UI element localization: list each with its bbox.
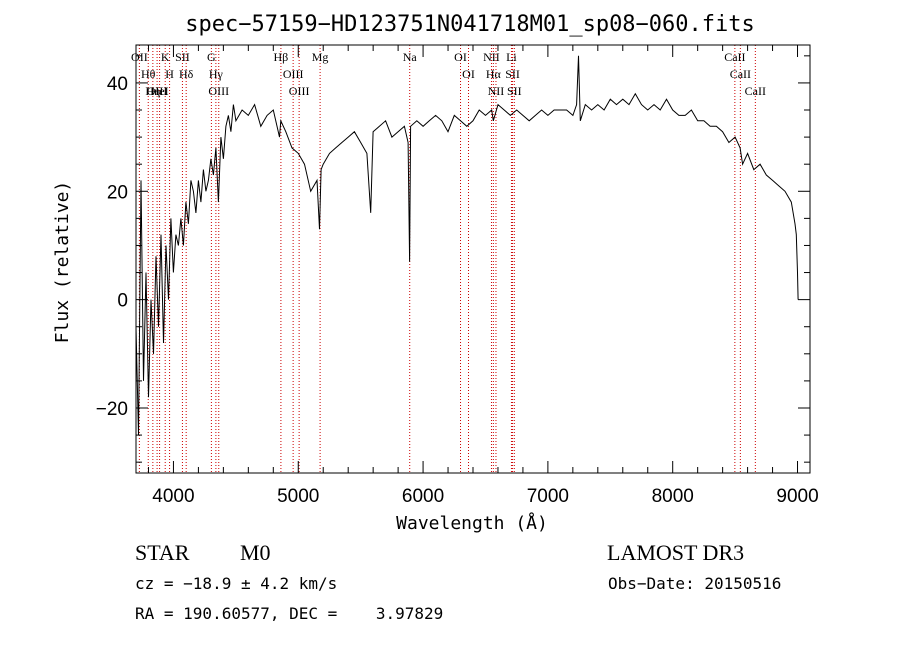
coordinates-readout: RA = 190.60577, DEC = 3.97829 [135,604,444,623]
line-marker-label-SII: SII [175,50,190,64]
line-marker-label-Hα: Hα [486,67,502,81]
x-tick-label: 8000 [652,486,694,507]
survey-name: LAMOST DR3 [607,540,745,565]
line-marker-label-NII: NII [483,50,500,64]
line-marker-label-Hβ: Hβ [274,50,289,64]
line-marker-label-OII: OII [131,50,148,64]
line-marker-label-SII: SII [507,84,522,98]
x-tick-label: 5000 [277,486,319,507]
line-marker-label-OIII: OIII [208,84,229,98]
line-marker-label-OI: OI [462,67,475,81]
line-marker-label-NII: NII [488,84,505,98]
x-axis-label: Wavelength (Å) [396,512,548,534]
line-marker-label-Na: Na [403,50,418,64]
x-tick-label: 9000 [776,486,818,507]
x-tick-label: 6000 [402,486,444,507]
line-marker-label-OIII: OIII [147,84,168,98]
line-marker-label-OIII: OIII [289,84,310,98]
object-class: STAR [135,540,190,565]
line-marker-label-CaII: CaII [724,50,745,64]
line-marker-label-Li: Li [506,50,517,64]
line-marker-label-G: G [207,50,216,64]
line-marker-label-CaII: CaII [745,84,766,98]
y-axis-label: Flux (relative) [52,181,73,344]
line-marker-label-SII: SII [505,67,520,81]
line-marker-label-Hγ: Hγ [209,67,224,81]
line-marker-label-H: H [165,67,174,81]
line-marker-label-K: K [161,50,170,64]
y-tick-label: 40 [107,74,128,95]
line-marker-label-CaII: CaII [730,67,751,81]
x-axis-ticks: 4000 5000 6000 7000 8000 9000 [147,45,819,507]
redshift-readout: cz = −18.9 ± 4.2 km/s [135,574,338,593]
line-marker-label-Mg: Mg [312,50,329,64]
x-tick-label: 7000 [527,486,569,507]
line-marker-label-Hθ: Hθ [141,67,156,81]
line-marker-label-OI: OI [454,50,467,64]
line-marker-label-Hη: Hη [145,84,160,98]
chart-title: spec−57159−HD123751N041718M01_sp08−060.f… [185,12,755,37]
object-subclass: M0 [240,540,271,565]
line-marker-label-Hδ: Hδ [179,67,194,81]
line-marker-label-OIII: OIII [283,67,304,81]
observation-date: Obs−Date: 20150516 [608,574,782,593]
line-marker-labels: OIIHθHηOIIIHeIKHSIIHδGHγOIIIHβOIIIOIIIMg… [131,50,766,98]
line-marker-label-HeI: HeI [151,84,169,98]
y-axis-ticks: −20 0 20 40 [96,55,810,463]
y-tick-label: −20 [96,399,128,420]
spectrum-line [135,55,799,436]
plot-frame [135,44,811,474]
x-tick-label: 4000 [152,486,194,507]
line-markers [138,45,756,473]
y-tick-label: 0 [117,291,128,312]
y-tick-label: 20 [107,182,128,203]
